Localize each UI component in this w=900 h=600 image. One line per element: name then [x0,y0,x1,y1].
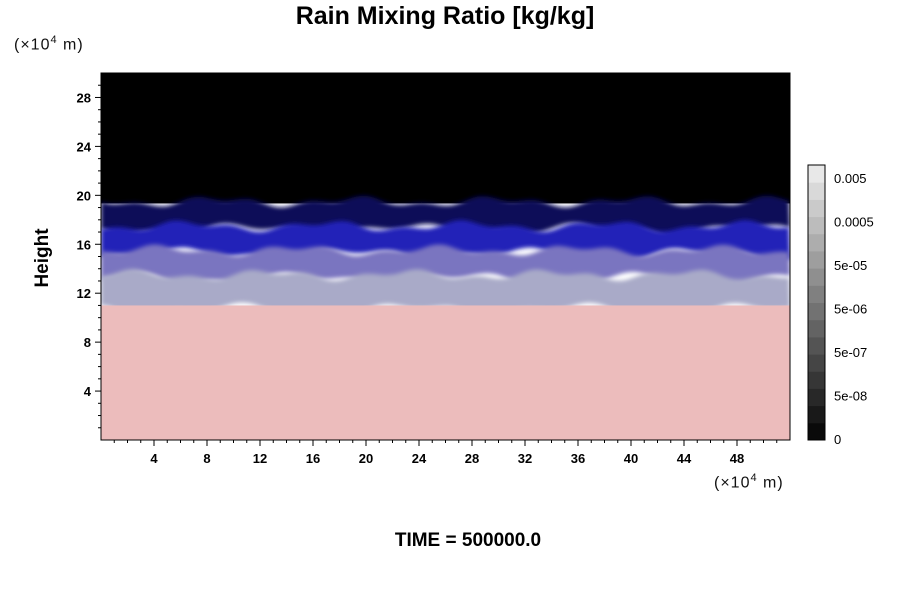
y-tick-label: 20 [77,188,91,203]
y-tick-label: 16 [77,237,91,252]
layer-upper [101,73,790,204]
layer-mixed [101,268,790,317]
chart-title: Rain Mixing Ratio [kg/kg] [295,2,595,30]
y-tick-label: 4 [84,384,92,399]
colorbar-label: 5e-08 [834,389,867,404]
colorbar-segment [808,354,825,372]
y-tick-label: 24 [77,139,92,154]
colorbar-label: 0.0005 [834,215,874,230]
plot-area [101,73,790,440]
colorbar-label: 5e-05 [834,258,867,273]
x-tick-label: 12 [253,451,267,466]
y-axis: 4 8 12 16 20 24 28 [77,84,101,429]
colorbar-segment [808,302,825,321]
colorbar-segment [808,233,825,252]
x-tick-label: 28 [465,451,479,466]
colorbar-segment [808,285,825,303]
x-tick-label: 48 [730,451,744,466]
colorbar-segment [808,250,825,269]
colorbar: 0.005 0.0005 5e-05 5e-06 5e-07 5e-08 0 [807,164,874,447]
x-tick-label: 32 [518,451,532,466]
y-tick-label: 8 [84,335,91,350]
colorbar-frame [807,164,826,441]
colorbar-label: 5e-07 [834,345,867,360]
colorbar-segment [808,182,825,200]
y-tick-label: 12 [77,286,91,301]
colorbar-label: 5e-06 [834,302,867,317]
layer-lower [101,305,790,440]
colorbar-segment [808,199,825,218]
x-axis: 4 8 12 16 20 24 28 32 36 40 44 48 [113,440,778,466]
x-tick-label: 36 [571,451,585,466]
colorbar-segment [808,319,825,338]
colorbar-segment [808,268,825,286]
time-label: TIME = 500000.0 [394,530,542,551]
colorbar-segment [808,405,825,424]
x-tick-label: 16 [306,451,320,466]
layer-violet [101,244,790,286]
colorbar-segment [808,388,825,407]
colorbar-segment [808,371,825,389]
y-tick-label: 28 [77,90,91,105]
x-tick-label: 4 [150,451,158,466]
x-tick-label: 44 [677,451,692,466]
x-tick-label: 40 [624,451,638,466]
colorbar-label: 0.005 [834,171,867,186]
colorbar-segment [808,216,825,235]
colorbar-segment [808,165,825,183]
y-axis-unit: (×104 m) [14,34,84,54]
colorbar-segment [808,336,825,355]
x-tick-label: 24 [412,451,427,466]
x-tick-label: 20 [359,451,373,466]
x-tick-label: 8 [203,451,210,466]
x-axis-unit: (×104 m) [714,472,784,492]
colorbar-label: 0 [834,432,841,447]
colorbar-segment [808,422,825,441]
